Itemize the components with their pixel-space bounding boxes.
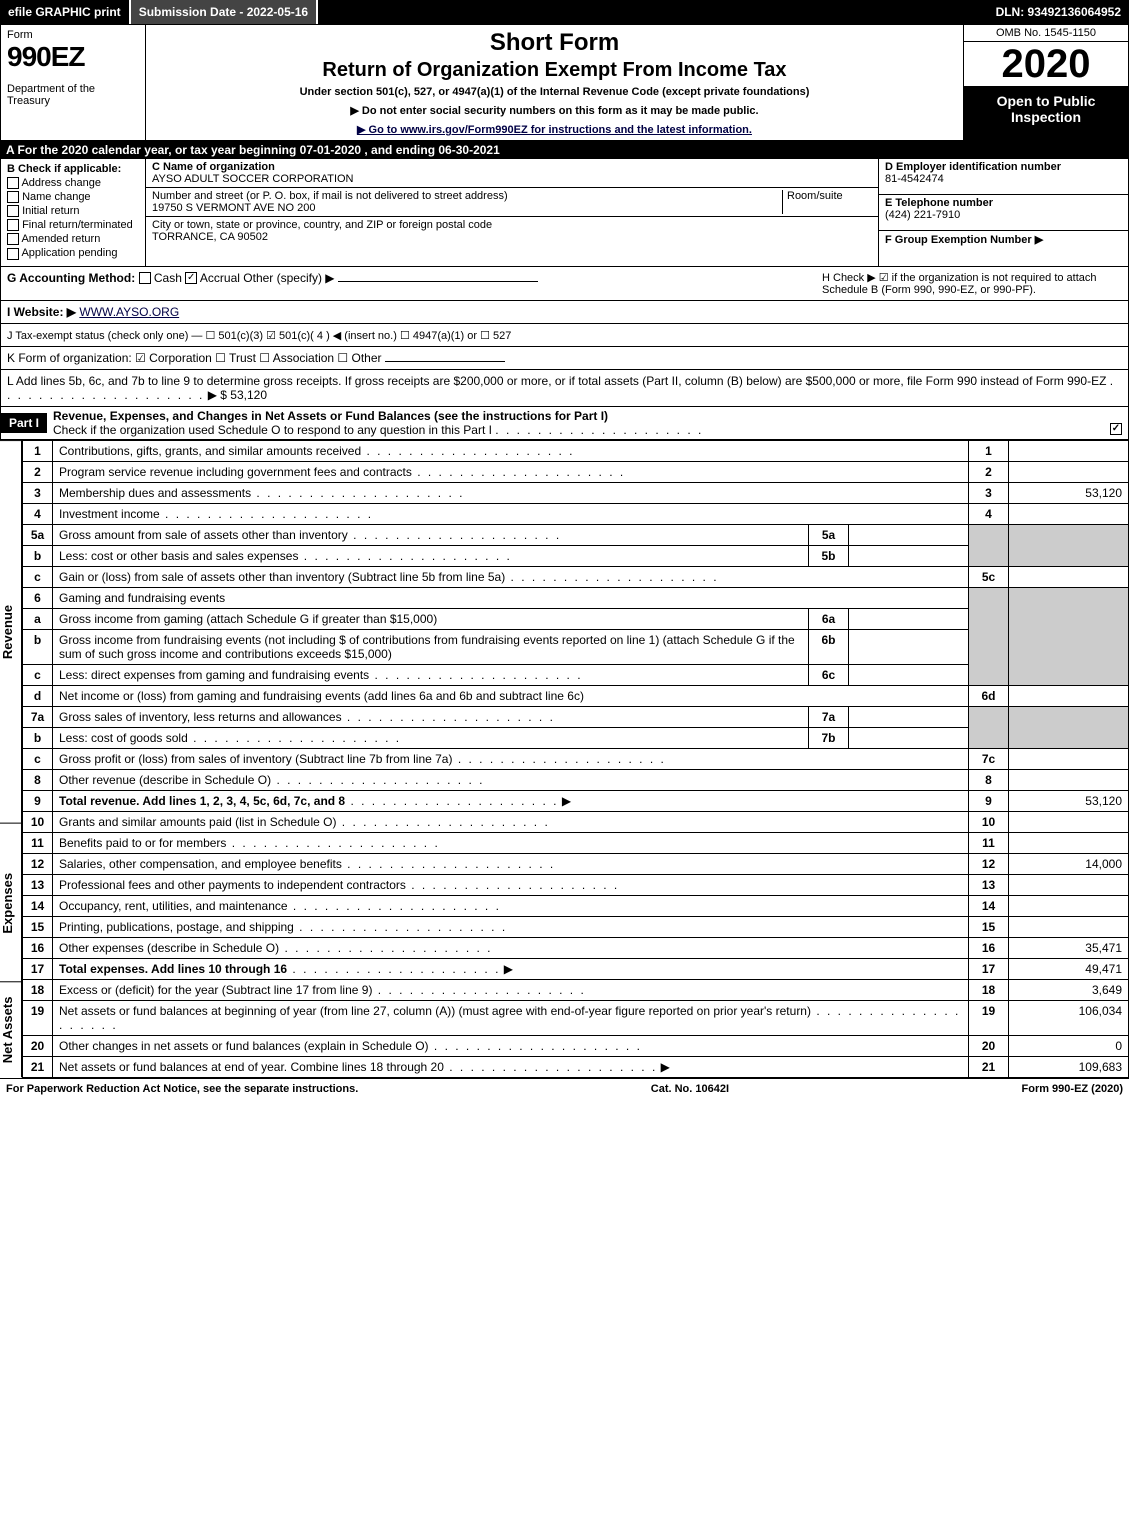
- cb-accrual[interactable]: [185, 272, 197, 284]
- org-city-cell: City or town, state or province, country…: [146, 217, 878, 245]
- line-21: 21Net assets or fund balances at end of …: [23, 1056, 1129, 1077]
- omb-number: OMB No. 1545-1150: [964, 25, 1128, 42]
- section-tax-exempt: J Tax-exempt status (check only one) — ☐…: [0, 324, 1129, 347]
- footer-cat: Cat. No. 10642I: [651, 1083, 729, 1095]
- section-g-h: G Accounting Method: Cash Accrual Other …: [0, 267, 1129, 301]
- line-12: 12Salaries, other compensation, and empl…: [23, 853, 1129, 874]
- under-section: Under section 501(c), 527, or 4947(a)(1)…: [152, 86, 957, 98]
- form-number: 990EZ: [7, 41, 139, 73]
- tax-period: A For the 2020 calendar year, or tax yea…: [0, 141, 1129, 159]
- org-street: 19750 S VERMONT AVE NO 200: [152, 202, 315, 214]
- section-website: I Website: ▶ WWW.AYSO.ORG: [0, 301, 1129, 324]
- line-7b: bLess: cost of goods sold7b: [23, 727, 1129, 748]
- line-9: 9Total revenue. Add lines 1, 2, 3, 4, 5c…: [23, 790, 1129, 811]
- part-1-desc: Revenue, Expenses, and Changes in Net As…: [47, 407, 1128, 439]
- tax-year: 2020: [964, 42, 1128, 87]
- part-1-header-row: Part I Revenue, Expenses, and Changes in…: [0, 407, 1129, 440]
- dln: DLN: 93492136064952: [988, 0, 1129, 24]
- form-header: Form 990EZ Department of the Treasury Sh…: [0, 24, 1129, 141]
- other-org-field[interactable]: [385, 361, 505, 362]
- ein-cell: D Employer identification number 81-4542…: [879, 159, 1128, 195]
- org-info-row: B Check if applicable: Address change Na…: [0, 159, 1129, 267]
- line-17: 17Total expenses. Add lines 10 through 1…: [23, 958, 1129, 979]
- org-street-cell: Number and street (or P. O. box, if mail…: [146, 188, 878, 217]
- line-20: 20Other changes in net assets or fund ba…: [23, 1035, 1129, 1056]
- cb-name-change[interactable]: Name change: [7, 191, 139, 203]
- line-6a: aGross income from gaming (attach Schedu…: [23, 608, 1129, 629]
- schedule-b-check: H Check ▶ ☑ if the organization is not r…: [822, 271, 1122, 296]
- line-6d: dNet income or (loss) from gaming and fu…: [23, 685, 1129, 706]
- line-5c: cGain or (loss) from sale of assets othe…: [23, 566, 1129, 587]
- org-city: TORRANCE, CA 90502: [152, 231, 268, 243]
- form-number-block: Form 990EZ Department of the Treasury: [1, 25, 146, 140]
- room-suite: Room/suite: [782, 190, 872, 214]
- line-7c: cGross profit or (loss) from sales of in…: [23, 748, 1129, 769]
- line-13: 13Professional fees and other payments t…: [23, 874, 1129, 895]
- line-6c: cLess: direct expenses from gaming and f…: [23, 664, 1129, 685]
- title-column: Short Form Return of Organization Exempt…: [146, 25, 963, 140]
- footer-form: Form 990-EZ (2020): [1022, 1083, 1123, 1095]
- side-label-net-assets: Net Assets: [0, 981, 22, 1077]
- submission-date: Submission Date - 2022-05-16: [131, 0, 318, 24]
- group-exemption-cell: F Group Exemption Number ▶: [879, 231, 1128, 266]
- check-b-column: B Check if applicable: Address change Na…: [1, 159, 146, 266]
- cb-initial-return[interactable]: Initial return: [7, 205, 139, 217]
- section-form-of-org: K Form of organization: ☑ Corporation ☐ …: [0, 347, 1129, 370]
- cb-cash[interactable]: [139, 272, 151, 284]
- lines-table: 1Contributions, gifts, grants, and simil…: [22, 440, 1129, 1078]
- topbar-spacer: [318, 0, 987, 24]
- phone-value: (424) 221-7910: [885, 209, 960, 221]
- main-title: Return of Organization Exempt From Incom…: [152, 59, 957, 82]
- other-specify-field[interactable]: [338, 281, 538, 282]
- line-14: 14Occupancy, rent, utilities, and mainte…: [23, 895, 1129, 916]
- right-info-column: D Employer identification number 81-4542…: [878, 159, 1128, 266]
- line-18: 18Excess or (deficit) for the year (Subt…: [23, 979, 1129, 1000]
- ssn-warning: ▶ Do not enter social security numbers o…: [152, 104, 957, 117]
- goto-link[interactable]: ▶ Go to www.irs.gov/Form990EZ for instru…: [152, 123, 957, 136]
- cb-amended-return[interactable]: Amended return: [7, 233, 139, 245]
- line-4: 4Investment income4: [23, 503, 1129, 524]
- line-6: 6Gaming and fundraising events: [23, 587, 1129, 608]
- part-1-badge: Part I: [1, 413, 47, 433]
- gross-receipts-value: 53,120: [230, 388, 267, 402]
- org-name: AYSO ADULT SOCCER CORPORATION: [152, 173, 354, 185]
- open-to-public: Open to Public Inspection: [964, 87, 1128, 140]
- line-2: 2Program service revenue including gover…: [23, 461, 1129, 482]
- accounting-method: G Accounting Method: Cash Accrual Other …: [7, 271, 822, 296]
- line-15: 15Printing, publications, postage, and s…: [23, 916, 1129, 937]
- line-16: 16Other expenses (describe in Schedule O…: [23, 937, 1129, 958]
- short-form-title: Short Form: [152, 29, 957, 57]
- form-label: Form: [7, 29, 139, 41]
- ein-value: 81-4542474: [885, 173, 944, 185]
- org-name-cell: C Name of organization AYSO ADULT SOCCER…: [146, 159, 878, 188]
- department: Department of the Treasury: [7, 83, 139, 107]
- line-3: 3Membership dues and assessments353,120: [23, 482, 1129, 503]
- cb-address-change[interactable]: Address change: [7, 177, 139, 189]
- efile-print-button[interactable]: efile GRAPHIC print: [0, 0, 131, 24]
- check-b-title: B Check if applicable:: [7, 163, 139, 175]
- phone-cell: E Telephone number (424) 221-7910: [879, 195, 1128, 231]
- cb-final-return[interactable]: Final return/terminated: [7, 219, 139, 231]
- side-label-expenses: Expenses: [0, 823, 22, 982]
- website-link[interactable]: WWW.AYSO.ORG: [79, 305, 179, 319]
- line-6b: bGross income from fundraising events (n…: [23, 629, 1129, 664]
- line-10: 10Grants and similar amounts paid (list …: [23, 811, 1129, 832]
- line-8: 8Other revenue (describe in Schedule O)8: [23, 769, 1129, 790]
- line-7a: 7aGross sales of inventory, less returns…: [23, 706, 1129, 727]
- cb-application-pending[interactable]: Application pending: [7, 247, 139, 259]
- section-gross-receipts: L Add lines 5b, 6c, and 7b to line 9 to …: [0, 370, 1129, 407]
- line-11: 11Benefits paid to or for members11: [23, 832, 1129, 853]
- line-19: 19Net assets or fund balances at beginni…: [23, 1000, 1129, 1035]
- line-5a: 5aGross amount from sale of assets other…: [23, 524, 1129, 545]
- line-5b: bLess: cost or other basis and sales exp…: [23, 545, 1129, 566]
- lines-wrap: Revenue Expenses Net Assets 1Contributio…: [0, 440, 1129, 1078]
- top-bar: efile GRAPHIC print Submission Date - 20…: [0, 0, 1129, 24]
- header-right: OMB No. 1545-1150 2020 Open to Public In…: [963, 25, 1128, 140]
- org-info-column: C Name of organization AYSO ADULT SOCCER…: [146, 159, 878, 266]
- footer-left: For Paperwork Reduction Act Notice, see …: [6, 1083, 358, 1095]
- side-label-revenue: Revenue: [0, 440, 22, 823]
- line-1: 1Contributions, gifts, grants, and simil…: [23, 440, 1129, 461]
- cb-schedule-o[interactable]: [1110, 423, 1122, 435]
- page-footer: For Paperwork Reduction Act Notice, see …: [0, 1078, 1129, 1099]
